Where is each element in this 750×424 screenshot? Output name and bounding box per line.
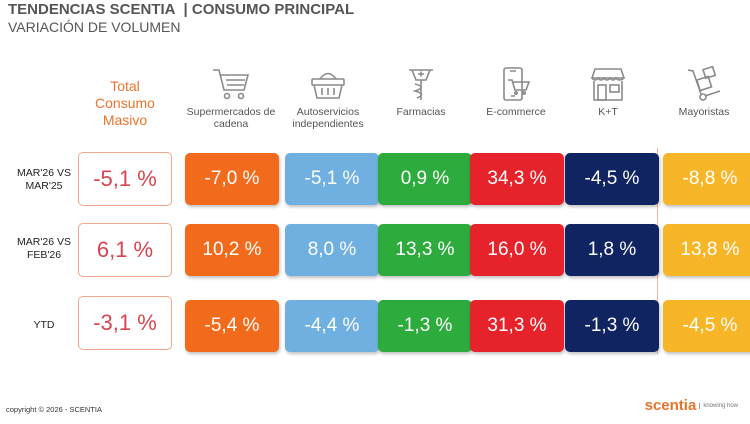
shopping-cart-icon <box>185 58 277 102</box>
hand-truck-icon <box>658 58 750 102</box>
value-cell-kt: -1,3 % <box>565 300 659 352</box>
total-value-cell: -5,1 % <box>78 152 172 206</box>
scentia-logo: scentia knowing how <box>645 397 738 414</box>
value-cell-farmacias: -1,3 % <box>378 300 472 352</box>
value-cell-ecommerce: 31,3 % <box>470 300 564 352</box>
shopping-basket-icon <box>282 58 374 102</box>
logo-word: scentia <box>644 397 697 414</box>
column-label: K+T <box>598 106 618 118</box>
column-label: Mayoristas <box>678 106 730 118</box>
value-cell-ecommerce: 16,0 % <box>470 224 564 276</box>
column-header-autoservicios: Autoservicios independientes <box>282 58 374 130</box>
column-header-mayoristas: Mayoristas <box>658 58 750 118</box>
value-cell-mayoristas: -4,5 % <box>663 300 750 352</box>
copyright-text: copyright © 2026 - SCENTIA <box>6 405 102 414</box>
row-label-mar26-vs-mar25: MAR'26 VS MAR'25 <box>17 167 71 192</box>
column-label: Autoservicios independientes <box>292 106 364 130</box>
column-header-supermercados: Supermercados de cadena <box>185 58 277 130</box>
value-cell-autoservicios: -4,4 % <box>285 300 379 352</box>
pharmacy-icon <box>375 58 467 102</box>
total-value-cell: 6,1 % <box>78 223 172 277</box>
value-cell-mayoristas: 13,8 % <box>663 224 750 276</box>
total-value-cell: -3,1 % <box>78 296 172 350</box>
value-cell-kt: -4,5 % <box>565 153 659 205</box>
column-header-ecommerce: E-commerce <box>470 58 562 118</box>
brand-title: TENDENCIAS SCENTIA <box>8 1 176 18</box>
column-label: E-commerce <box>486 106 546 118</box>
value-cell-autoservicios: -5,1 % <box>285 153 379 205</box>
column-label: Supermercados de cadena <box>186 106 276 130</box>
row-label-mar26-vs-feb26: MAR'26 VS FEB'26 <box>17 236 71 261</box>
mobile-cart-icon <box>470 58 562 102</box>
page-title: TENDENCIAS SCENTIA | CONSUMO PRINCIPAL <box>8 1 354 18</box>
column-header-farmacias: Farmacias <box>375 58 467 118</box>
page-subtitle: VARIACIÓN DE VOLUMEN <box>8 19 181 35</box>
section-title: | CONSUMO PRINCIPAL <box>183 1 355 18</box>
value-cell-supermercados: -5,4 % <box>185 300 279 352</box>
store-icon <box>562 58 654 102</box>
column-header-kt: K+T <box>562 58 654 118</box>
logo-tagline: knowing how <box>699 402 738 409</box>
value-cell-autoservicios: 8,0 % <box>285 224 379 276</box>
value-cell-kt: 1,8 % <box>565 224 659 276</box>
value-cell-ecommerce: 34,3 % <box>470 153 564 205</box>
row-label-ytd: YTD <box>33 319 55 331</box>
total-consumo-label: Total Consumo Masivo <box>95 78 155 128</box>
value-cell-supermercados: 10,2 % <box>185 224 279 276</box>
value-cell-mayoristas: -8,8 % <box>663 153 750 205</box>
value-cell-farmacias: 0,9 % <box>378 153 472 205</box>
value-cell-farmacias: 13,3 % <box>378 224 472 276</box>
column-label: Farmacias <box>396 106 446 118</box>
value-cell-supermercados: -7,0 % <box>185 153 279 205</box>
